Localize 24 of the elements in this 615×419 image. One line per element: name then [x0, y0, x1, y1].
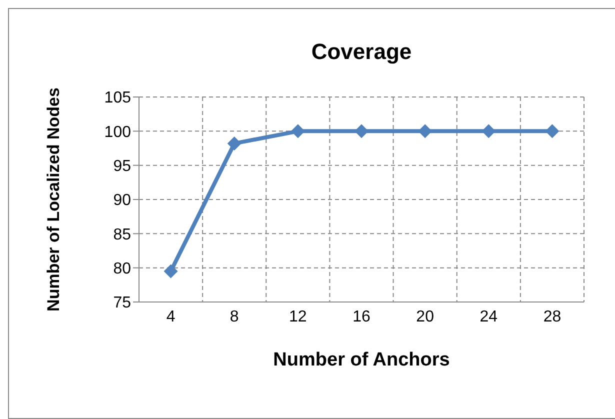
x-axis-title: Number of Anchors	[273, 349, 450, 370]
y-tick-label: 95	[113, 158, 132, 176]
y-tick-label: 100	[104, 124, 132, 141]
x-tick-label: 28	[543, 308, 562, 326]
y-tick-label: 85	[113, 226, 132, 244]
y-tick-label: 80	[113, 260, 132, 278]
x-tick-label: 24	[480, 308, 498, 326]
y-tick-label: 105	[104, 90, 132, 107]
x-tick-label: 12	[289, 308, 307, 326]
x-tick-label: 20	[416, 308, 434, 326]
x-tick-label: 8	[230, 308, 239, 326]
x-tick-label: 4	[166, 308, 176, 326]
point	[545, 124, 560, 138]
point	[482, 124, 496, 138]
y-tick-label: 90	[113, 192, 132, 210]
y-axis-title: Number of Localized Nodes	[44, 88, 64, 312]
chart-title: Coverage	[310, 39, 413, 65]
point	[418, 124, 432, 138]
x-tick-label: 16	[352, 308, 370, 326]
point	[227, 136, 242, 150]
point	[354, 124, 368, 138]
y-tick-label: 75	[113, 294, 132, 312]
point	[290, 124, 305, 138]
point	[164, 264, 178, 278]
